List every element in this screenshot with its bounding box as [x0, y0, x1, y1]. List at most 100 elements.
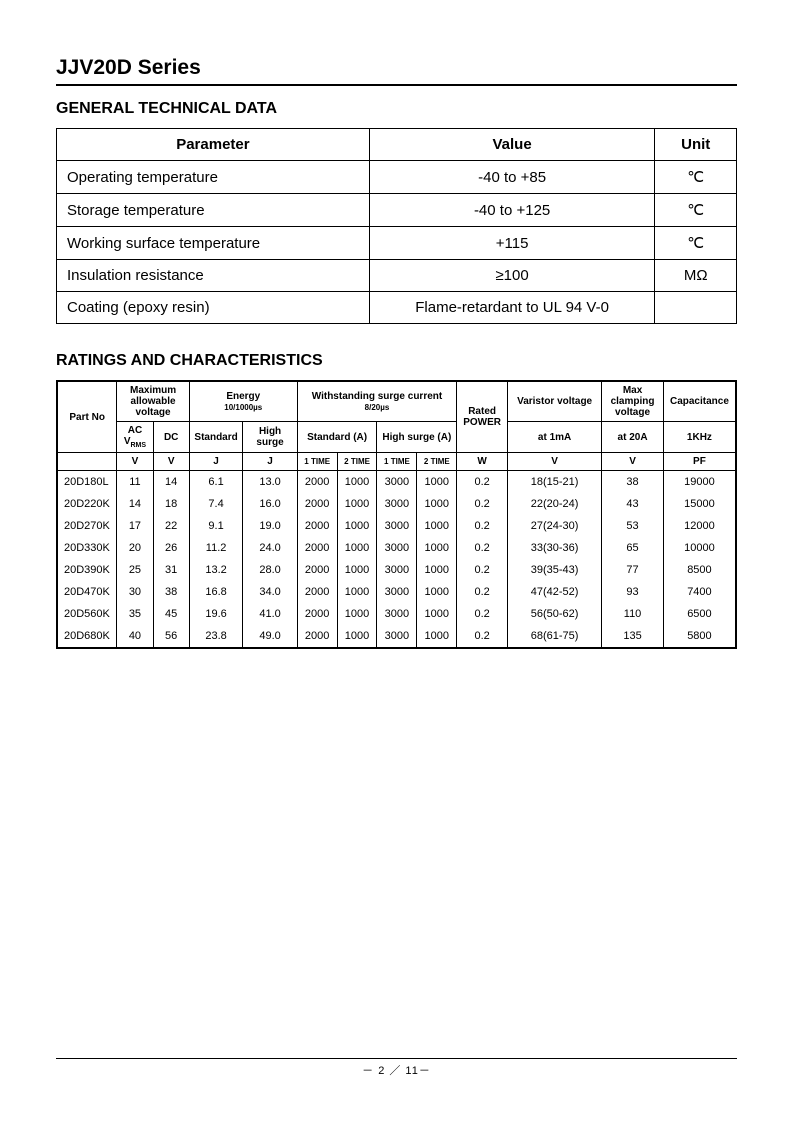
cell-value: -40 to +125: [369, 194, 655, 227]
unit-w: W: [457, 453, 508, 471]
col-standard-a: Standard (A): [297, 422, 377, 453]
header-row-1: Part No Maximum allowable voltage Energy…: [57, 381, 736, 422]
cell-energy-hs: 24.0: [243, 537, 297, 559]
cell-energy-std: 13.2: [189, 559, 243, 581]
series-title: JJV20D Series: [56, 56, 737, 80]
col-max-clamping: Max clamping voltage: [602, 381, 664, 422]
cell-dc: 18: [153, 493, 189, 515]
col-standard: Standard: [189, 422, 243, 453]
cell-clamp-voltage: 77: [602, 559, 664, 581]
header-row-2: AC VRMS DC Standard High surge Standard …: [57, 422, 736, 453]
unit-1time-h: 1 TIME: [377, 453, 417, 471]
cell-std-2time: 1000: [337, 625, 377, 648]
cell-partno: 20D220K: [57, 493, 117, 515]
cell-energy-std: 9.1: [189, 515, 243, 537]
cell-std-2time: 1000: [337, 581, 377, 603]
cell-std-2time: 1000: [337, 493, 377, 515]
cell-hs-2time: 1000: [417, 603, 457, 625]
cell-energy-hs: 16.0: [243, 493, 297, 515]
col-ac-vrms: AC VRMS: [117, 422, 153, 453]
col-partno: Part No: [57, 381, 117, 453]
ratings-characteristics-table: Part No Maximum allowable voltage Energy…: [56, 380, 737, 649]
cell-std-2time: 1000: [337, 515, 377, 537]
cell-ac: 17: [117, 515, 153, 537]
cell-hs-1time: 3000: [377, 559, 417, 581]
cell-rated-power: 0.2: [457, 603, 508, 625]
cell-energy-std: 16.8: [189, 581, 243, 603]
cell-energy-std: 19.6: [189, 603, 243, 625]
cell-unit: ℃: [655, 227, 737, 260]
cell-hs-2time: 1000: [417, 559, 457, 581]
cell-parameter: Operating temperature: [57, 161, 370, 194]
cell-dc: 56: [153, 625, 189, 648]
cell-capacitance: 10000: [663, 537, 736, 559]
table-row: 20D390K253113.228.020001000300010000.239…: [57, 559, 736, 581]
cell-std-1time: 2000: [297, 581, 337, 603]
general-technical-data-table: Parameter Value Unit Operating temperatu…: [56, 128, 737, 324]
table-row: Coating (epoxy resin)Flame-retardant to …: [57, 292, 737, 324]
cell-rated-power: 0.2: [457, 625, 508, 648]
cell-dc: 26: [153, 537, 189, 559]
cell-unit: [655, 292, 737, 324]
table-header-row: Parameter Value Unit: [57, 129, 737, 161]
cell-std-1time: 2000: [297, 559, 337, 581]
col-high-surge-a: High surge (A): [377, 422, 457, 453]
cell-std-1time: 2000: [297, 471, 337, 494]
col-max-allowable: Maximum allowable voltage: [117, 381, 189, 422]
general-section-title: GENERAL TECHNICAL DATA: [56, 100, 737, 118]
cell-varistor-voltage: 27(24-30): [507, 515, 601, 537]
cell-capacitance: 19000: [663, 471, 736, 494]
cell-unit: ℃: [655, 194, 737, 227]
cell-varistor-voltage: 33(30-36): [507, 537, 601, 559]
cell-capacitance: 6500: [663, 603, 736, 625]
cell-rated-power: 0.2: [457, 581, 508, 603]
title-rule: [56, 84, 737, 86]
cell-capacitance: 15000: [663, 493, 736, 515]
cell-hs-2time: 1000: [417, 537, 457, 559]
cell-capacitance: 12000: [663, 515, 736, 537]
cell-rated-power: 0.2: [457, 471, 508, 494]
cell-clamp-voltage: 43: [602, 493, 664, 515]
col-dc: DC: [153, 422, 189, 453]
cell-parameter: Storage temperature: [57, 194, 370, 227]
col-unit: Unit: [655, 129, 737, 161]
cell-hs-1time: 3000: [377, 493, 417, 515]
table-row: 20D270K17229.119.020001000300010000.227(…: [57, 515, 736, 537]
cell-hs-2time: 1000: [417, 515, 457, 537]
col-varistor-voltage: Varistor voltage: [507, 381, 601, 422]
cell-partno: 20D560K: [57, 603, 117, 625]
unit-j-hs: J: [243, 453, 297, 471]
cell-hs-1time: 3000: [377, 515, 417, 537]
cell-energy-hs: 49.0: [243, 625, 297, 648]
cell-energy-hs: 28.0: [243, 559, 297, 581]
cell-std-1time: 2000: [297, 603, 337, 625]
unit-pf: PF: [663, 453, 736, 471]
cell-energy-std: 7.4: [189, 493, 243, 515]
cell-clamp-voltage: 65: [602, 537, 664, 559]
cell-hs-2time: 1000: [417, 625, 457, 648]
cell-clamp-voltage: 135: [602, 625, 664, 648]
col-parameter: Parameter: [57, 129, 370, 161]
cell-energy-std: 11.2: [189, 537, 243, 559]
cell-varistor-voltage: 39(35-43): [507, 559, 601, 581]
table-row: 20D560K354519.641.020001000300010000.256…: [57, 603, 736, 625]
surge-label: Withstanding surge current: [312, 391, 442, 402]
cell-rated-power: 0.2: [457, 537, 508, 559]
unit-v-dc: V: [153, 453, 189, 471]
cell-ac: 35: [117, 603, 153, 625]
cell-energy-std: 23.8: [189, 625, 243, 648]
cell-capacitance: 7400: [663, 581, 736, 603]
footer-rule: [56, 1058, 737, 1059]
cell-ac: 30: [117, 581, 153, 603]
cell-energy-hs: 34.0: [243, 581, 297, 603]
cell-std-1time: 2000: [297, 625, 337, 648]
cell-value: ≥100: [369, 260, 655, 292]
cell-varistor-voltage: 47(42-52): [507, 581, 601, 603]
cell-clamp-voltage: 93: [602, 581, 664, 603]
table-row: 20D180L11146.113.020001000300010000.218(…: [57, 471, 736, 494]
cell-rated-power: 0.2: [457, 493, 508, 515]
blank-partno: [57, 453, 117, 471]
unit-j-std: J: [189, 453, 243, 471]
cell-hs-1time: 3000: [377, 581, 417, 603]
cell-dc: 22: [153, 515, 189, 537]
